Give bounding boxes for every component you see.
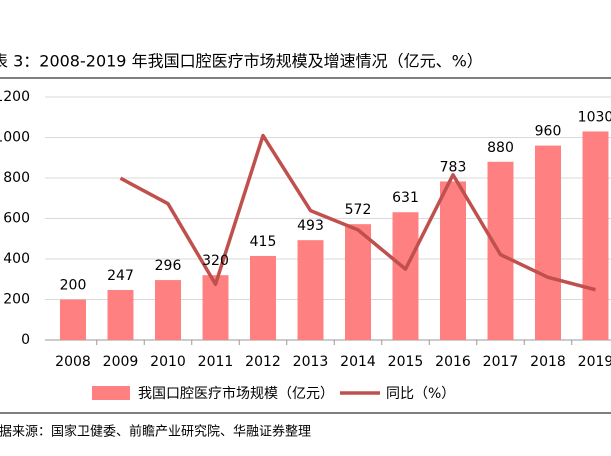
data-label: 200 <box>60 278 87 294</box>
bar <box>487 161 514 340</box>
source-note: 数据来源：国家卫健委、前瞻产业研究院、华融证券整理 <box>0 424 311 440</box>
x-tick-label: 2018 <box>530 354 566 370</box>
legend-label: 我国口腔医疗市场规模（亿元） <box>138 385 334 402</box>
data-label: 960 <box>535 124 562 140</box>
data-label: 296 <box>155 258 182 274</box>
data-label: 247 <box>107 268 134 284</box>
y-tick-label: 800 <box>3 170 30 186</box>
y-tick-label: 400 <box>3 251 30 267</box>
y-tick-label: 0 <box>21 332 30 348</box>
data-label: 493 <box>297 218 324 234</box>
x-tick-label: 2017 <box>483 354 519 370</box>
data-label: 1030 <box>578 109 611 125</box>
bar <box>297 240 324 340</box>
y-tick-label: 1000 <box>0 130 30 146</box>
x-tick-label: 2010 <box>150 354 186 370</box>
bar <box>155 280 181 340</box>
data-label: 880 <box>487 140 514 156</box>
data-label: 320 <box>202 253 229 269</box>
bar <box>250 255 276 340</box>
chart-title: 表 3：2008-2019 年我国口腔医疗市场规模及增速情况（亿元、%） <box>0 52 483 71</box>
bar <box>582 131 609 340</box>
x-tick-label: 2019 <box>578 354 611 370</box>
y-tick-label: 200 <box>3 292 30 308</box>
x-tick-label: 2012 <box>245 354 281 370</box>
x-tick-label: 2013 <box>293 354 329 370</box>
x-tick-label: 2009 <box>103 354 139 370</box>
x-tick-label: 2015 <box>388 354 424 370</box>
legend-swatch <box>92 386 130 400</box>
y-tick-label: 600 <box>3 211 30 227</box>
bar <box>60 299 86 340</box>
data-label: 415 <box>250 234 277 250</box>
bar <box>345 224 371 340</box>
x-tick-label: 2016 <box>435 354 471 370</box>
bar <box>202 275 229 340</box>
data-label: 783 <box>440 159 467 175</box>
growth-line <box>119 133 596 292</box>
y-tick-label: 1200 <box>0 89 30 105</box>
bar <box>107 289 134 340</box>
x-tick-label: 2008 <box>55 354 91 370</box>
bar <box>392 212 419 340</box>
data-label: 631 <box>392 190 419 206</box>
bar <box>440 181 466 340</box>
x-tick-label: 2014 <box>340 354 376 370</box>
data-label: 572 <box>345 202 372 218</box>
legend-label: 同比（%） <box>386 386 455 402</box>
x-tick-label: 2011 <box>198 354 234 370</box>
bar <box>535 145 561 340</box>
